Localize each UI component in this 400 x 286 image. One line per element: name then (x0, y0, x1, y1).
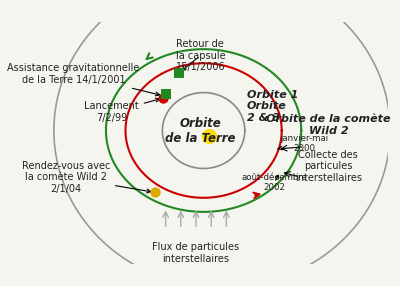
Point (160, 96, 167, 100)
Text: Orbite
2 & 3: Orbite 2 & 3 (247, 101, 287, 123)
Text: Collecte des
particules
interstellaires: Collecte des particules interstellaires (295, 150, 362, 183)
Point (206, 134, 212, 138)
Text: août-décembre
2002: août-décembre 2002 (241, 173, 307, 192)
Text: Orbite
de la Terre: Orbite de la Terre (165, 116, 236, 144)
Text: Rendez-vous avec
la comète Wild 2
2/1/04: Rendez-vous avec la comète Wild 2 2/1/04 (22, 160, 151, 194)
Text: Assistance gravitationnelle
de la Terre 14/1/2001: Assistance gravitationnelle de la Terre … (7, 63, 160, 96)
Point (162, 91, 169, 96)
Text: Orbite de la comète
Wild 2: Orbite de la comète Wild 2 (266, 114, 391, 136)
Point (176, 71, 182, 75)
Text: Lancement
7/2/99: Lancement 7/2/99 (84, 98, 160, 123)
Text: Flux de particules
interstellaires: Flux de particules interstellaires (152, 242, 240, 264)
Point (152, 190, 158, 195)
Text: Orbite 1: Orbite 1 (247, 90, 298, 100)
Text: janvier-mai
2000: janvier-mai 2000 (278, 134, 328, 153)
Text: Retour de
la capsule
15/1/2006: Retour de la capsule 15/1/2006 (176, 39, 225, 72)
